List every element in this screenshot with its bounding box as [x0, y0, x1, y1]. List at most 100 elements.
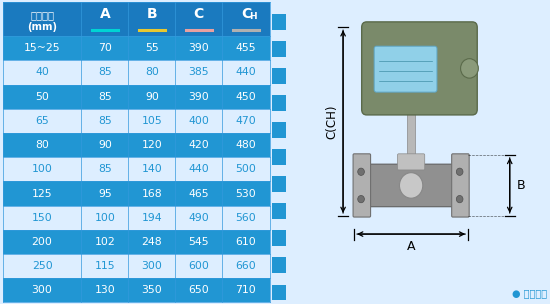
Text: 480: 480: [235, 140, 256, 150]
Bar: [128, 60, 175, 85]
Text: 70: 70: [98, 43, 112, 53]
Bar: [3, 36, 81, 60]
FancyBboxPatch shape: [452, 154, 469, 217]
Text: 105: 105: [141, 116, 162, 126]
Text: C: C: [194, 7, 204, 21]
Bar: [3, 157, 81, 181]
Bar: [128, 278, 175, 302]
Text: 400: 400: [189, 116, 209, 126]
FancyBboxPatch shape: [374, 46, 437, 92]
Circle shape: [399, 173, 423, 198]
Text: 65: 65: [35, 116, 49, 126]
Bar: [222, 181, 270, 206]
Text: 100: 100: [95, 213, 116, 223]
Text: 125: 125: [32, 188, 52, 199]
Bar: [81, 109, 128, 133]
FancyBboxPatch shape: [398, 154, 425, 170]
Text: 90: 90: [98, 140, 112, 150]
FancyBboxPatch shape: [353, 154, 371, 217]
Text: 85: 85: [98, 67, 112, 78]
Bar: [222, 2, 270, 36]
Text: 385: 385: [189, 67, 209, 78]
Text: 500: 500: [235, 164, 256, 174]
Bar: [175, 109, 222, 133]
Bar: [81, 230, 128, 254]
Bar: [407, 109, 415, 166]
Text: 560: 560: [235, 213, 256, 223]
Text: 450: 450: [235, 92, 256, 102]
FancyBboxPatch shape: [362, 22, 477, 115]
Bar: [222, 230, 270, 254]
Bar: [128, 133, 175, 157]
Bar: [128, 2, 175, 36]
Text: 80: 80: [145, 67, 159, 78]
Bar: [222, 109, 270, 133]
Text: 194: 194: [141, 213, 162, 223]
Circle shape: [456, 168, 463, 175]
Text: (mm): (mm): [27, 22, 57, 33]
Text: 102: 102: [95, 237, 116, 247]
Text: 465: 465: [189, 188, 209, 199]
Bar: [128, 36, 175, 60]
Bar: [81, 206, 128, 230]
Text: B: B: [517, 179, 526, 192]
Text: 248: 248: [141, 237, 162, 247]
Bar: [81, 157, 128, 181]
Bar: [272, 14, 287, 30]
Text: 650: 650: [189, 285, 209, 295]
Text: 350: 350: [141, 285, 162, 295]
Text: 390: 390: [189, 92, 209, 102]
Bar: [222, 206, 270, 230]
Text: 545: 545: [189, 237, 209, 247]
Text: 115: 115: [95, 261, 115, 271]
Bar: [175, 157, 222, 181]
Text: 710: 710: [235, 285, 256, 295]
Text: 610: 610: [235, 237, 256, 247]
Text: H: H: [249, 12, 256, 21]
Bar: [272, 285, 287, 300]
Text: 130: 130: [95, 285, 116, 295]
Bar: [3, 109, 81, 133]
Bar: [272, 122, 287, 138]
Text: 120: 120: [141, 140, 162, 150]
Bar: [272, 95, 287, 111]
Text: 95: 95: [98, 188, 112, 199]
Bar: [272, 176, 287, 192]
Bar: [272, 203, 287, 219]
Text: A: A: [100, 7, 111, 21]
Bar: [81, 85, 128, 109]
Bar: [3, 2, 81, 36]
Text: C: C: [241, 7, 251, 21]
Text: 140: 140: [141, 164, 162, 174]
Text: 300: 300: [32, 285, 52, 295]
Text: 168: 168: [141, 188, 162, 199]
Bar: [3, 133, 81, 157]
Text: A: A: [407, 240, 415, 253]
Text: 440: 440: [189, 164, 209, 174]
Bar: [3, 230, 81, 254]
Bar: [272, 41, 287, 57]
Bar: [128, 230, 175, 254]
Bar: [81, 60, 128, 85]
Bar: [3, 278, 81, 302]
Circle shape: [358, 168, 365, 175]
Bar: [272, 149, 287, 165]
Bar: [222, 85, 270, 109]
Bar: [272, 230, 287, 246]
Text: 仪表口径: 仪表口径: [30, 10, 54, 20]
Text: 85: 85: [98, 92, 112, 102]
Bar: [3, 60, 81, 85]
Bar: [175, 278, 222, 302]
Bar: [175, 133, 222, 157]
Bar: [3, 206, 81, 230]
Bar: [3, 254, 81, 278]
Bar: [222, 60, 270, 85]
Bar: [175, 60, 222, 85]
Text: 90: 90: [145, 92, 159, 102]
Bar: [81, 181, 128, 206]
Bar: [272, 68, 287, 84]
Bar: [222, 254, 270, 278]
Bar: [272, 257, 287, 273]
Text: 200: 200: [32, 237, 52, 247]
Bar: [128, 109, 175, 133]
